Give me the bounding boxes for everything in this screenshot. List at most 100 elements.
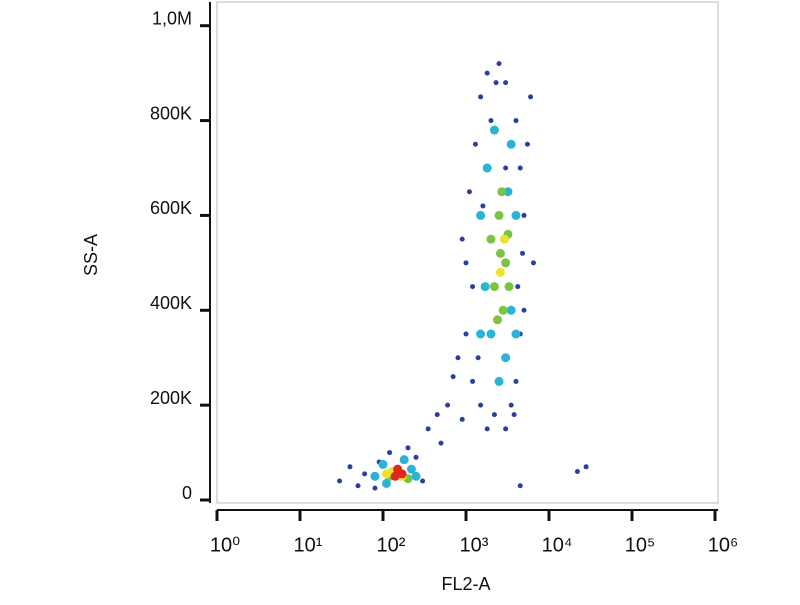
point <box>489 125 499 135</box>
point <box>495 267 505 277</box>
x-tick-label: 10⁴ <box>542 534 573 556</box>
x-tick-label: 10⁶ <box>708 534 738 556</box>
point <box>478 402 484 408</box>
point <box>524 141 530 147</box>
x-tick-label: 10¹ <box>294 534 323 556</box>
plot-frame <box>216 1 719 504</box>
point <box>476 210 486 220</box>
y-tick-label: 800K <box>150 103 192 123</box>
point <box>378 459 388 469</box>
point <box>530 260 536 266</box>
point <box>472 141 478 147</box>
point <box>470 284 476 290</box>
point <box>583 464 589 470</box>
point <box>520 250 526 256</box>
y-tick-label: 1,0M <box>152 8 192 28</box>
point <box>489 282 499 292</box>
point <box>506 305 516 315</box>
point <box>513 118 519 124</box>
point <box>370 471 380 481</box>
point <box>362 471 368 477</box>
point <box>511 210 521 220</box>
point <box>459 416 465 422</box>
point <box>503 165 509 171</box>
x-tick-label: 10³ <box>460 534 489 556</box>
point <box>517 483 523 489</box>
point <box>480 282 490 292</box>
point <box>515 284 521 290</box>
point <box>494 210 504 220</box>
point <box>450 374 456 380</box>
point <box>455 355 461 361</box>
point <box>406 464 416 474</box>
point <box>496 61 502 67</box>
y-tick-label: 400K <box>150 293 192 313</box>
point <box>466 189 472 195</box>
point <box>488 118 494 124</box>
point <box>399 455 409 465</box>
point <box>381 469 391 479</box>
point <box>420 478 426 484</box>
point <box>503 80 509 86</box>
point <box>513 378 519 384</box>
point <box>470 378 476 384</box>
point <box>528 94 534 100</box>
point <box>497 187 507 197</box>
point <box>411 471 421 481</box>
point <box>480 203 486 209</box>
point <box>499 234 509 244</box>
x-axis-label: FL2-A <box>441 574 490 594</box>
point <box>405 445 411 451</box>
point <box>413 454 419 460</box>
point <box>347 464 353 470</box>
y-axis-label: SS-A <box>81 234 101 276</box>
x-tick-label: 10⁵ <box>625 534 656 556</box>
point <box>517 165 523 171</box>
point <box>372 485 378 491</box>
point <box>495 248 505 258</box>
point <box>337 478 343 484</box>
point <box>475 355 481 361</box>
y-tick-label: 0 <box>182 483 192 503</box>
point <box>508 402 514 408</box>
point <box>511 329 521 339</box>
point <box>493 315 503 325</box>
point <box>484 70 490 76</box>
point <box>486 234 496 244</box>
point <box>478 94 484 100</box>
point <box>506 139 516 149</box>
point <box>521 307 527 313</box>
point <box>463 260 469 266</box>
y-tick-label: 600K <box>150 198 192 218</box>
y-tick-label: 200K <box>150 388 192 408</box>
point <box>445 402 451 408</box>
point <box>387 450 393 456</box>
point <box>504 282 514 292</box>
point <box>397 469 407 479</box>
x-tick-label: 10² <box>377 534 406 556</box>
point <box>521 212 527 218</box>
point <box>434 412 440 418</box>
point <box>381 478 391 488</box>
point <box>503 426 509 432</box>
point <box>501 353 511 363</box>
point <box>484 426 490 432</box>
point <box>486 329 496 339</box>
point <box>501 258 511 268</box>
point <box>459 236 465 242</box>
point <box>511 412 517 418</box>
point <box>493 80 499 86</box>
point <box>438 440 444 446</box>
point <box>476 329 486 339</box>
point <box>425 426 431 432</box>
point <box>498 305 508 315</box>
point <box>463 331 469 337</box>
point <box>355 483 361 489</box>
point <box>482 163 492 173</box>
point <box>574 469 580 475</box>
point <box>390 471 400 481</box>
point <box>491 412 497 418</box>
point <box>494 376 504 386</box>
x-tick-label: 10⁰ <box>210 534 240 556</box>
